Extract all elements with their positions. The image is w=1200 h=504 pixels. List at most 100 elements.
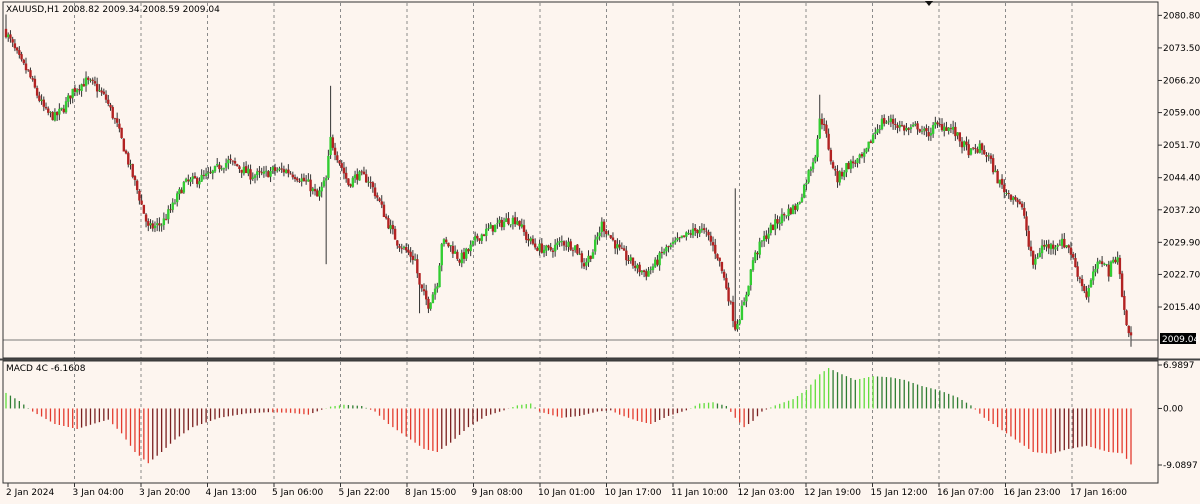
candle-bear <box>369 182 372 183</box>
candle-bull <box>578 253 581 255</box>
candle-bull <box>780 214 784 224</box>
candle-bear <box>360 171 363 173</box>
candle-bear <box>716 254 719 259</box>
candle-bear <box>113 118 117 120</box>
candle-bull <box>1103 263 1106 265</box>
candle-bear <box>533 243 537 248</box>
candle-bear <box>765 235 768 240</box>
candle-bull <box>89 79 92 81</box>
candle-bull <box>640 270 644 273</box>
candle-bull <box>80 84 83 92</box>
candle-bear <box>111 107 114 119</box>
candle-bull <box>1060 238 1064 246</box>
candle-bear <box>73 88 77 92</box>
candle-bear <box>540 243 544 253</box>
candle-bull <box>669 244 672 247</box>
chart-shift-marker-icon[interactable] <box>925 1 933 6</box>
candle-bull <box>811 162 815 170</box>
candle-bear <box>407 249 410 253</box>
candle-bear <box>373 187 377 197</box>
candle-bear <box>273 167 277 171</box>
candle-bear <box>376 195 379 198</box>
candle-bull <box>173 202 177 204</box>
candle-bull <box>324 178 328 181</box>
candle-bear <box>1051 244 1055 249</box>
candle-bear <box>1076 266 1079 277</box>
candle-bear <box>727 287 730 302</box>
candle-bear <box>827 133 830 150</box>
candle-bull <box>800 197 804 202</box>
candle-bear <box>527 239 530 241</box>
candle-bear <box>144 214 148 222</box>
candle-bull <box>1096 261 1099 269</box>
candle-bear <box>1083 286 1086 291</box>
candle-bull <box>567 241 570 247</box>
candle-bull <box>438 265 441 288</box>
candle-bull <box>934 122 937 126</box>
candle-bear <box>983 150 986 155</box>
candle-bull <box>178 189 181 195</box>
candle-bull <box>60 107 63 110</box>
candle-bear <box>476 235 479 239</box>
candle-bear <box>115 118 119 123</box>
time-tick-label: 12 Jan 19:00 <box>804 488 861 498</box>
candle-bull <box>874 132 877 135</box>
candle-bull <box>300 178 303 182</box>
time-tick-label: 15 Jan 12:00 <box>871 488 928 498</box>
candle-bear <box>304 180 308 182</box>
candle-bull <box>200 174 203 182</box>
candle-bear <box>731 301 735 322</box>
candle-bear <box>1027 230 1030 247</box>
candle-bear <box>478 238 481 241</box>
candle-bull <box>433 288 437 295</box>
candle-bull <box>307 179 310 182</box>
candle-bear <box>91 79 94 81</box>
candle-bull <box>211 170 214 174</box>
candle-bear <box>725 277 728 289</box>
candle-bear <box>1067 245 1070 248</box>
candle-bull <box>676 237 679 241</box>
candle-bear <box>883 118 886 124</box>
candle-bull <box>593 239 597 252</box>
candle-bull <box>496 223 499 225</box>
candle-bear <box>229 158 232 161</box>
candle-bull <box>271 166 274 171</box>
candle-bear <box>131 164 134 177</box>
candle-bull <box>778 222 781 225</box>
candle-bear <box>340 163 343 168</box>
candle-bear <box>336 155 339 161</box>
candle-bear <box>462 252 466 259</box>
price-pane-border <box>2 1 1159 359</box>
candle-bull <box>189 179 192 182</box>
candle-bull <box>502 221 506 228</box>
candle-bull <box>751 260 755 270</box>
candle-bull <box>758 241 761 255</box>
candle-bear <box>267 171 270 178</box>
candle-bear <box>24 63 28 71</box>
candle-bear <box>51 112 54 121</box>
candle-bear <box>1025 216 1028 231</box>
time-tick-label: 3 Jan 04:00 <box>73 488 125 498</box>
candle-bull <box>760 240 764 242</box>
candle-bear <box>209 171 212 173</box>
candle-bull <box>7 34 10 38</box>
candle-bull <box>487 228 490 230</box>
candle-bear <box>1047 244 1050 249</box>
candle-bull <box>629 257 632 261</box>
candle-bear <box>87 77 90 80</box>
candle-bull <box>1112 259 1115 263</box>
candle-bull <box>1045 244 1048 247</box>
candle-bear <box>522 225 526 232</box>
candle-bear <box>95 83 99 92</box>
candle-bull <box>358 171 361 181</box>
price-tick-label: 2059.00 <box>1163 109 1200 119</box>
candle-bear <box>840 171 844 177</box>
candle-bear <box>404 246 408 251</box>
candle-bear <box>467 249 470 252</box>
candle-bull <box>1094 269 1097 273</box>
candle-bull <box>1040 245 1044 254</box>
time-tick-label: 12 Jan 03:00 <box>738 488 795 498</box>
candle-bull <box>1034 258 1037 265</box>
candle-bear <box>1014 196 1017 200</box>
candle-bear <box>193 176 197 179</box>
